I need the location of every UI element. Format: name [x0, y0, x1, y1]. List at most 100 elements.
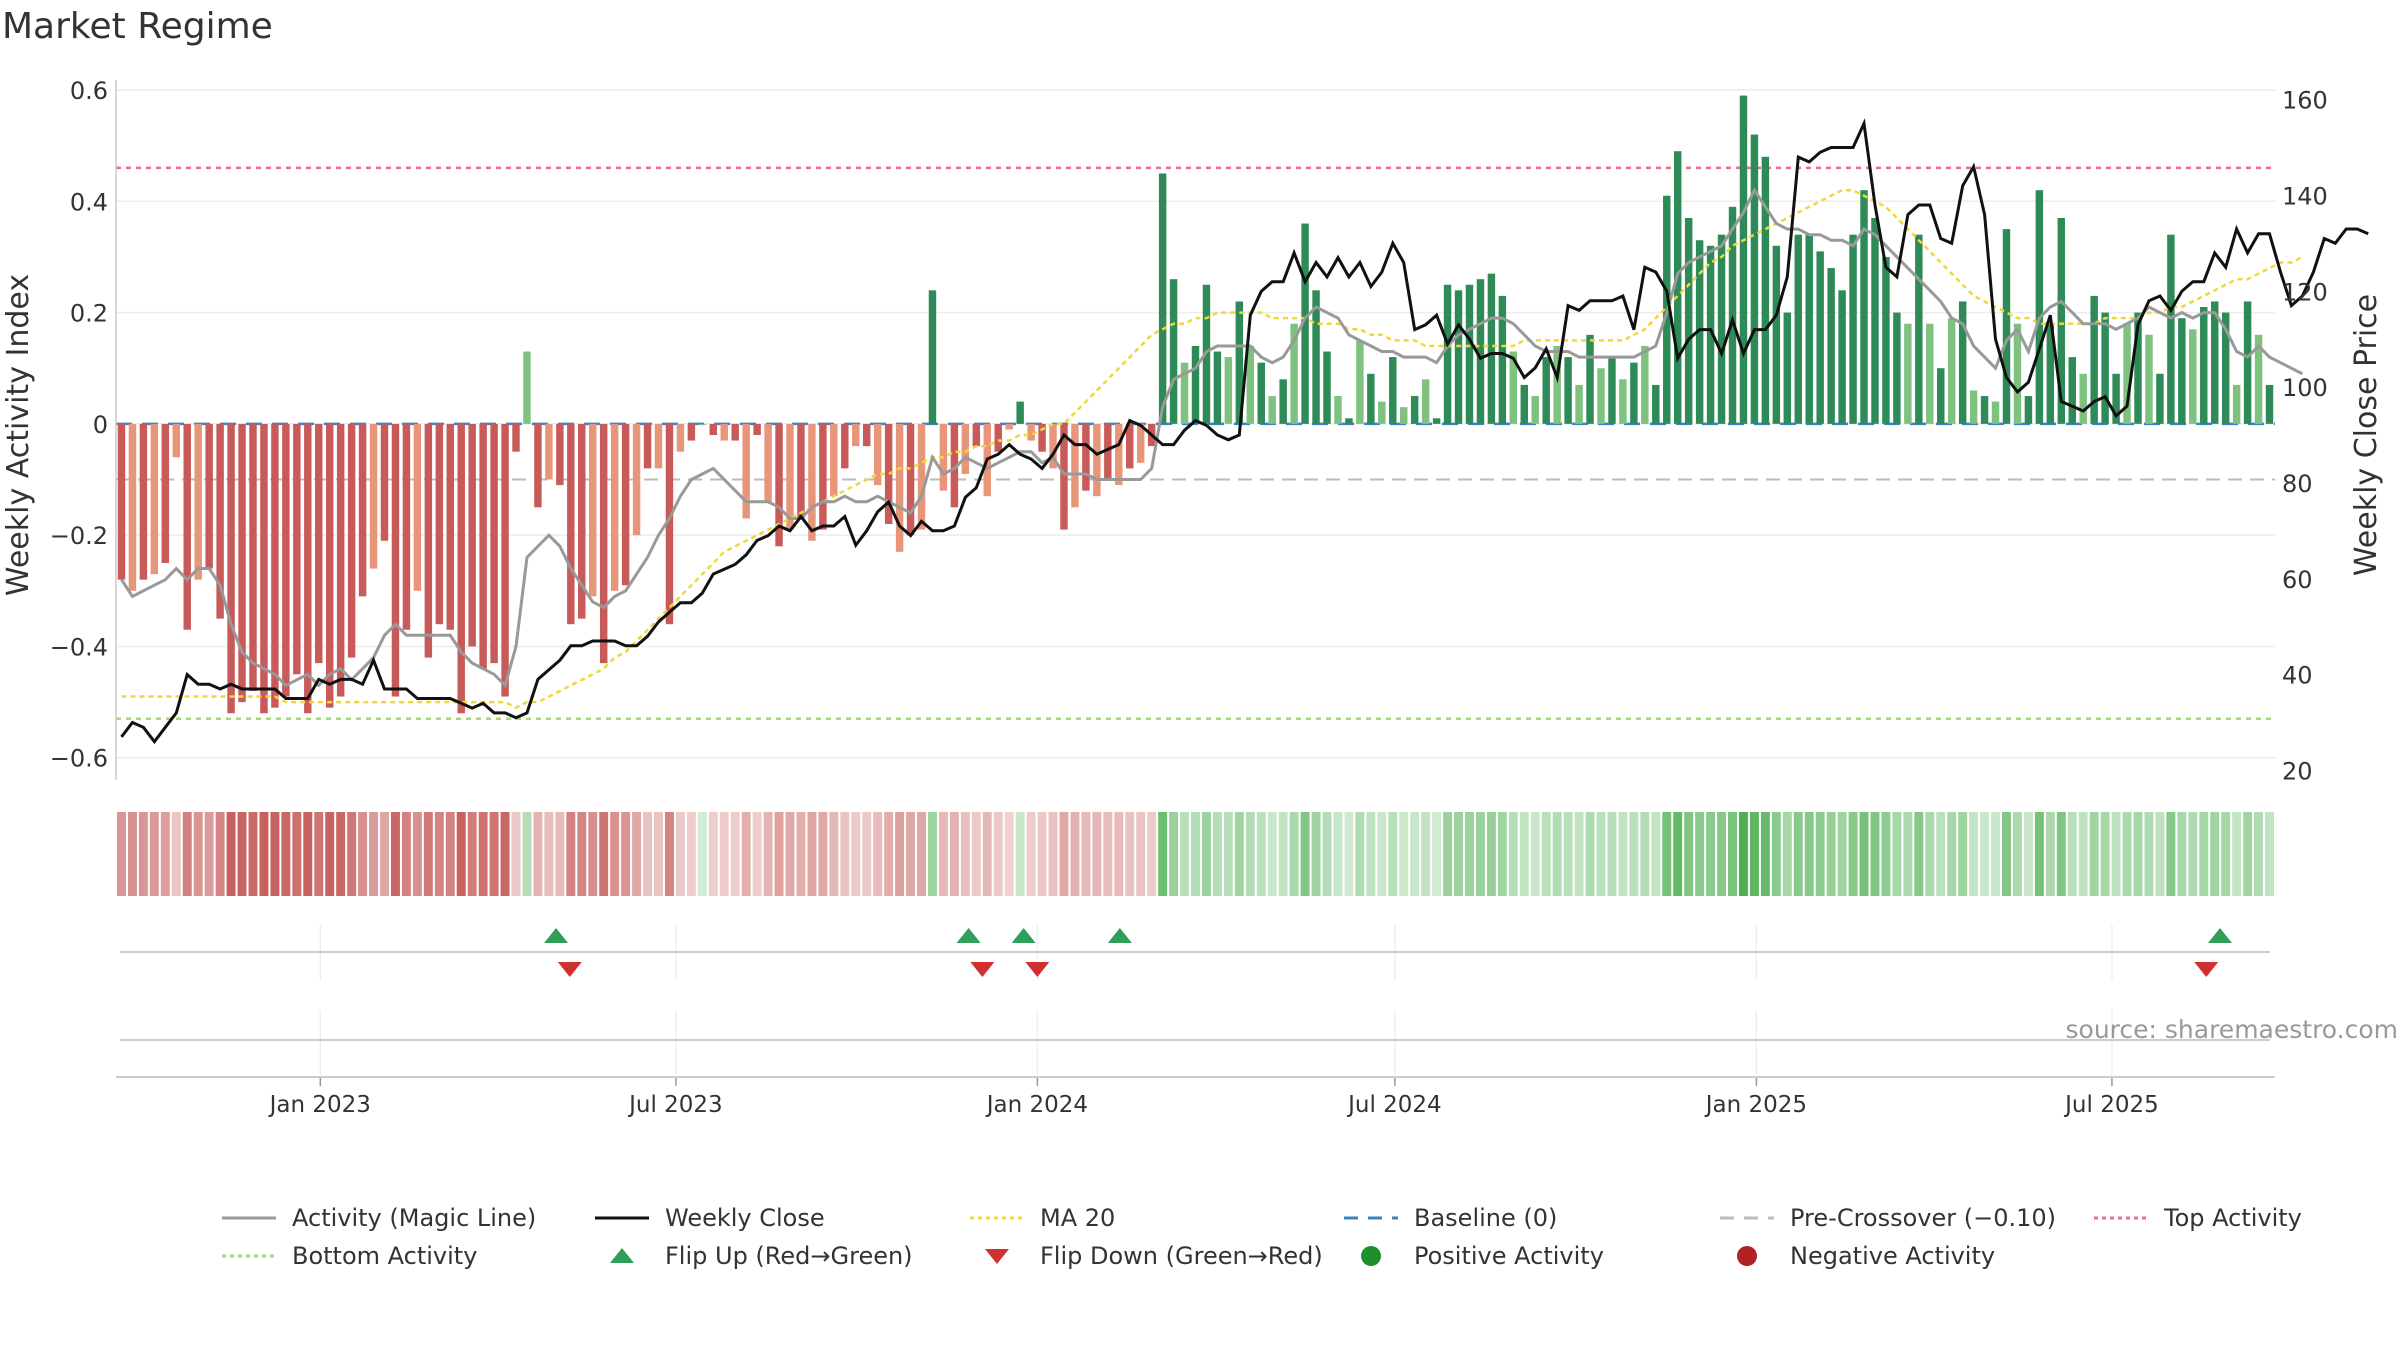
regime-cell: [2023, 812, 2033, 896]
activity-bar: [994, 423, 1002, 452]
regime-cell: [938, 812, 948, 896]
activity-bar: [2145, 334, 2153, 424]
activity-bar: [841, 423, 849, 469]
regime-cell: [2210, 812, 2220, 896]
regime-cell: [544, 812, 554, 896]
activity-bar: [1498, 295, 1507, 424]
regime-cell: [1782, 812, 1792, 896]
legend-swatch: [970, 1216, 1024, 1220]
regime-cell: [1563, 812, 1573, 896]
regime-cell: [1443, 812, 1453, 896]
activity-bar: [1323, 351, 1331, 424]
regime-cell: [1749, 812, 1759, 896]
legend-label: Top Activity: [2164, 1204, 2302, 1232]
regime-cell: [577, 812, 587, 896]
activity-bar: [1136, 423, 1145, 463]
regime-cell: [2254, 812, 2264, 896]
regime-cell: [1640, 812, 1650, 896]
regime-cell: [1388, 812, 1398, 896]
activity-bar: [1279, 379, 1287, 424]
activity-bar: [1783, 312, 1792, 424]
flip-down-marker: [1025, 962, 1050, 977]
regime-cell: [325, 812, 335, 896]
regime-cell: [730, 812, 740, 896]
regime-cell: [478, 812, 488, 896]
regime-cell: [796, 812, 806, 896]
activity-bar: [1104, 423, 1112, 480]
regime-cell: [1881, 812, 1891, 896]
regime-cell: [1004, 812, 1014, 896]
legend-swatch: [1720, 1216, 1774, 1220]
x-tick-label: Jan 2025: [1704, 1092, 1807, 1118]
activity-bar: [2046, 323, 2055, 424]
y-tick-label: 0.6: [70, 77, 108, 105]
activity-bar: [249, 423, 257, 691]
regime-cell: [774, 812, 784, 896]
activity-bar: [1684, 217, 1693, 424]
activity-bar: [1235, 301, 1244, 424]
activity-bar: [1071, 423, 1079, 508]
activity-bar: [1027, 423, 1035, 441]
regime-cell: [1497, 812, 1507, 896]
regime-cell: [906, 812, 916, 896]
activity-bar: [2068, 357, 2076, 424]
activity-bar: [1630, 362, 1638, 424]
regime-cell: [621, 812, 631, 896]
activity-bar: [347, 423, 356, 658]
regime-cell: [171, 812, 181, 896]
regime-cell: [1760, 812, 1770, 896]
legend-item: MA 20: [968, 1200, 1115, 1236]
regime-cell: [412, 812, 422, 896]
activity-bar: [325, 423, 334, 708]
regime-cell: [423, 812, 433, 896]
activity-bar: [1564, 357, 1572, 424]
y2-tick-label: 80: [2282, 470, 2313, 498]
regime-cell: [522, 812, 532, 896]
regime-cell: [1125, 812, 1135, 896]
regime-cell: [347, 812, 357, 896]
activity-bar: [1224, 357, 1233, 424]
activity-bar: [643, 423, 652, 469]
regime-cell: [1322, 812, 1332, 896]
activity-bar: [1115, 423, 1123, 486]
regime-cell: [2155, 812, 2165, 896]
regime-cell: [160, 812, 170, 896]
regime-cell: [1465, 812, 1474, 896]
activity-bar: [1531, 396, 1539, 424]
legend-label: MA 20: [1040, 1204, 1116, 1232]
activity-bar: [2035, 190, 2044, 424]
activity-bar: [1969, 390, 1978, 424]
y2-tick-label: 120: [2282, 278, 2328, 306]
regime-cell: [1212, 812, 1222, 896]
legend-label: Baseline (0): [1414, 1204, 1558, 1232]
regime-cell: [697, 812, 707, 896]
regime-cell: [1574, 812, 1584, 896]
regime-cell: [1508, 812, 1518, 896]
regime-cell: [2067, 812, 2077, 896]
regime-cell: [555, 812, 565, 896]
regime-cell: [380, 812, 389, 896]
activity-bar: [128, 423, 137, 591]
regime-cell: [533, 812, 543, 896]
regime-cell: [1169, 812, 1179, 896]
activity-bar: [1739, 95, 1748, 424]
legend-label: Bottom Activity: [292, 1242, 478, 1270]
activity-bar: [1312, 290, 1320, 424]
activity-bar: [2156, 373, 2164, 424]
regime-cell: [1037, 812, 1047, 896]
y2-tick-label: 40: [2282, 662, 2313, 690]
activity-bar: [512, 423, 520, 452]
flip-up-marker: [1011, 928, 1036, 943]
regime-cell: [1223, 812, 1233, 896]
regime-cell: [895, 812, 905, 896]
regime-cell: [949, 812, 959, 896]
regime-cell: [566, 812, 576, 896]
regime-cell: [686, 812, 696, 896]
regime-cell: [643, 812, 653, 896]
flip-up-icon: [610, 1248, 634, 1263]
regime-cell: [1728, 812, 1737, 896]
y2-tick-label: 60: [2282, 566, 2313, 594]
regime-cell: [1486, 812, 1496, 896]
activity-bar: [1947, 318, 1956, 424]
